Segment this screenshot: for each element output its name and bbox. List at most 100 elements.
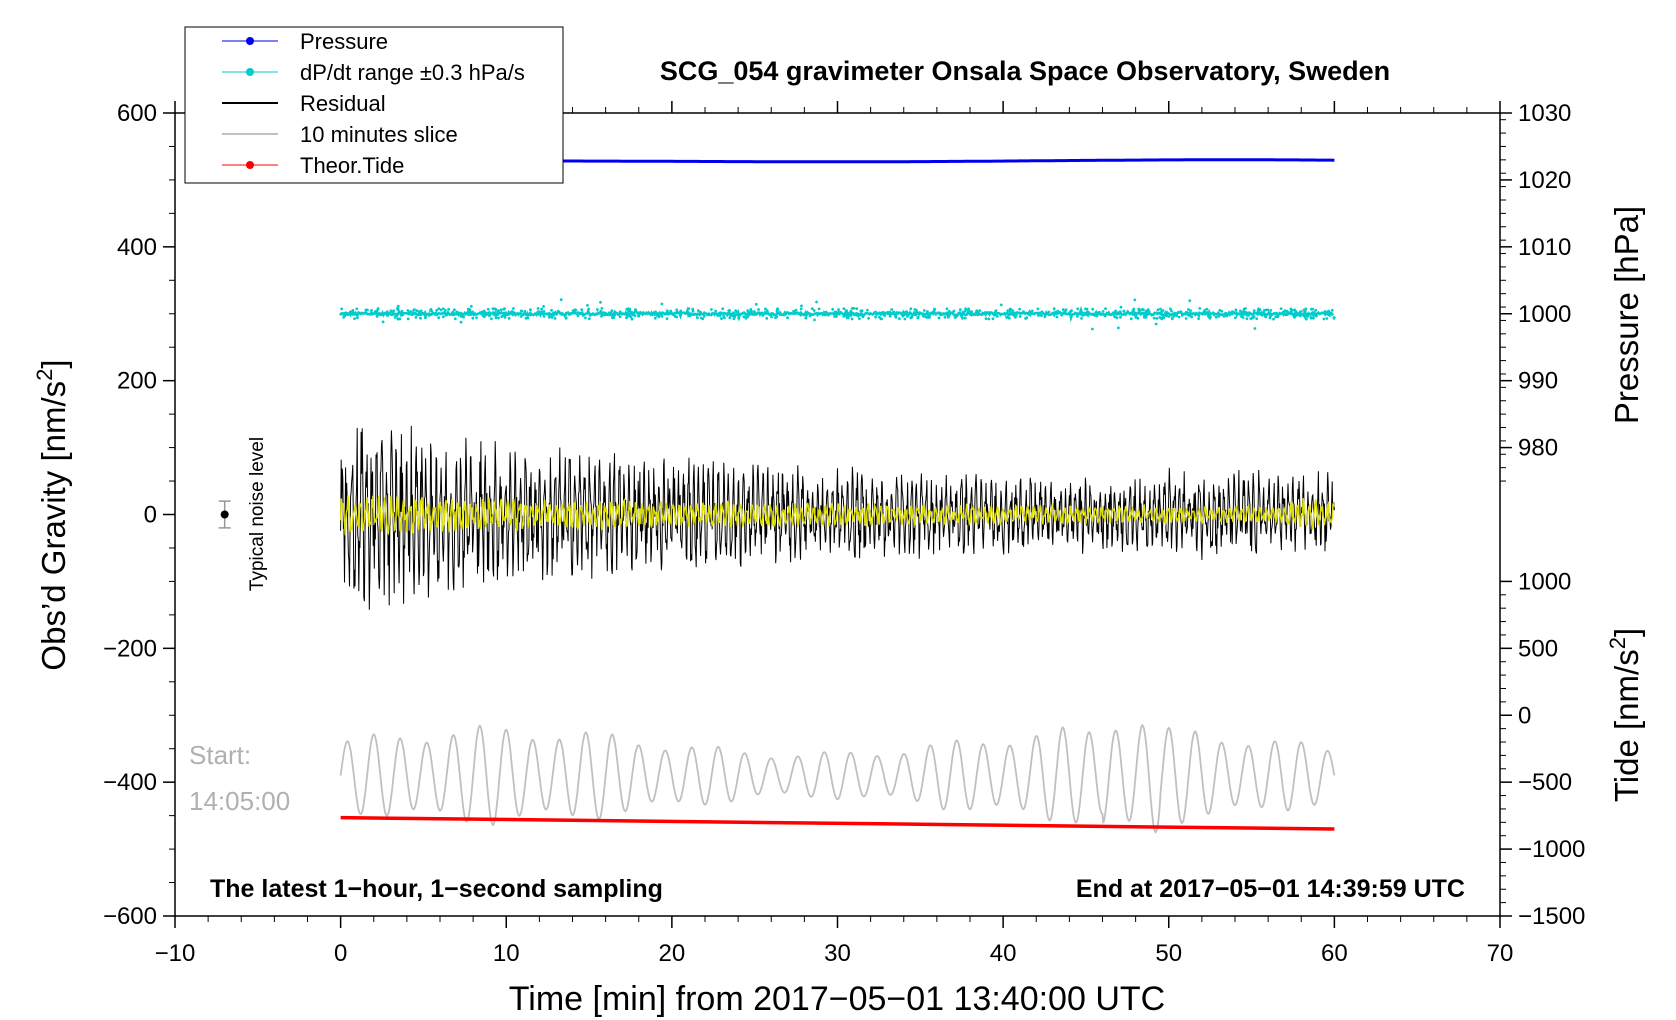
dpdt-point [491, 311, 495, 314]
dpdt-point [812, 309, 816, 312]
y-pressure-tick-label: 1000 [1518, 301, 1571, 328]
dpdt-point [910, 315, 914, 319]
x-tick-label: 60 [1321, 940, 1348, 967]
x-tick-label: 20 [659, 940, 686, 967]
dpdt-point [967, 307, 971, 311]
dpdt-point [1312, 316, 1315, 320]
dpdt-point [689, 312, 693, 316]
dpdt-point [1144, 311, 1148, 314]
dpdt-point [497, 309, 500, 312]
dpdt-point [879, 317, 883, 321]
dpdt-point [467, 313, 471, 317]
dpdt-point [875, 313, 878, 316]
y-pressure-tick-label: 1030 [1518, 100, 1571, 127]
dpdt-point [1052, 307, 1056, 311]
dpdt-point [637, 314, 641, 318]
dpdt-point [502, 307, 506, 311]
dpdt-point [1315, 314, 1318, 318]
dpdt-point [842, 314, 846, 318]
dpdt-point [1022, 310, 1025, 314]
dpdt-point [611, 316, 614, 320]
dpdt-point [978, 309, 982, 313]
dpdt-point [746, 315, 750, 319]
y-axis-left-label: Obs’d Gravity [nm/s2] [32, 359, 72, 670]
start-label-line1: Start: [189, 740, 251, 770]
dpdt-point [1117, 326, 1120, 330]
dpdt-point [550, 308, 553, 312]
dpdt-point [1234, 308, 1238, 312]
dpdt-point [860, 313, 864, 316]
dpdt-point [1330, 309, 1334, 312]
dpdt-point [599, 309, 603, 313]
dpdt-point [668, 312, 671, 315]
dpdt-point [1266, 308, 1270, 312]
dpdt-point [1325, 317, 1329, 320]
dpdt-point [555, 312, 558, 316]
y-left-tick-label: 0 [144, 502, 157, 529]
dpdt-point [546, 313, 550, 316]
dpdt-point [824, 311, 828, 315]
dpdt-point [1283, 311, 1286, 315]
dpdt-point [1274, 312, 1277, 316]
dpdt-point [775, 310, 779, 314]
dpdt-point [922, 315, 925, 318]
dpdt-point [1244, 311, 1248, 314]
dpdt-point [1279, 307, 1283, 310]
dpdt-point [1156, 308, 1160, 312]
dpdt-point [486, 307, 490, 311]
dpdt-point [370, 309, 373, 312]
dpdt-point [519, 315, 523, 318]
dpdt-point [1332, 316, 1336, 319]
dpdt-point [720, 317, 723, 320]
dpdt-point [529, 308, 532, 312]
dpdt-point [848, 314, 852, 317]
dpdt-point [1174, 313, 1178, 316]
dpdt-point [1010, 311, 1013, 315]
dpdt-point [887, 311, 891, 314]
dpdt-point [878, 312, 882, 316]
dpdt-point [400, 311, 404, 314]
dpdt-point [392, 309, 395, 313]
dpdt-point [642, 311, 645, 314]
dpdt-point [588, 317, 591, 321]
dpdt-point [559, 298, 563, 302]
dpdt-point [1293, 308, 1297, 312]
dpdt-point [912, 311, 916, 314]
dpdt-point [1268, 316, 1272, 320]
dpdt-point [467, 308, 471, 311]
y-pressure-tick-label: 1020 [1518, 167, 1571, 194]
dpdt-point [679, 309, 683, 313]
dpdt-point [1188, 299, 1192, 303]
dpdt-point [1180, 314, 1184, 317]
dpdt-point [573, 309, 576, 313]
dpdt-point [895, 311, 899, 315]
dpdt-point [1328, 312, 1331, 315]
dpdt-point [1230, 310, 1234, 314]
dpdt-point [1188, 311, 1192, 315]
dpdt-point [770, 315, 773, 319]
dpdt-point [714, 309, 718, 313]
dpdt-point [629, 315, 633, 319]
dpdt-point [618, 310, 622, 314]
dpdt-point [469, 304, 473, 308]
dpdt-point [765, 309, 769, 312]
y-left-tick-label: 400 [117, 234, 157, 261]
dpdt-point [813, 318, 816, 322]
dpdt-point [610, 309, 614, 312]
dpdt-point [927, 315, 931, 319]
dpdt-point [1179, 310, 1183, 313]
dpdt-point [497, 311, 501, 315]
dpdt-point [1161, 314, 1165, 317]
y-axis-tide-label: Tide [nm/s2] [1605, 628, 1645, 802]
dpdt-point [916, 315, 920, 319]
dpdt-point [665, 317, 669, 320]
dpdt-point [536, 307, 540, 310]
dpdt-point [524, 312, 528, 316]
dpdt-point [494, 316, 498, 320]
dpdt-point [560, 311, 564, 315]
dpdt-point [1184, 317, 1188, 320]
dpdt-point [757, 308, 760, 311]
dpdt-point [406, 309, 410, 312]
legend-marker [246, 68, 254, 76]
y-left-tick-label: −400 [103, 769, 157, 796]
